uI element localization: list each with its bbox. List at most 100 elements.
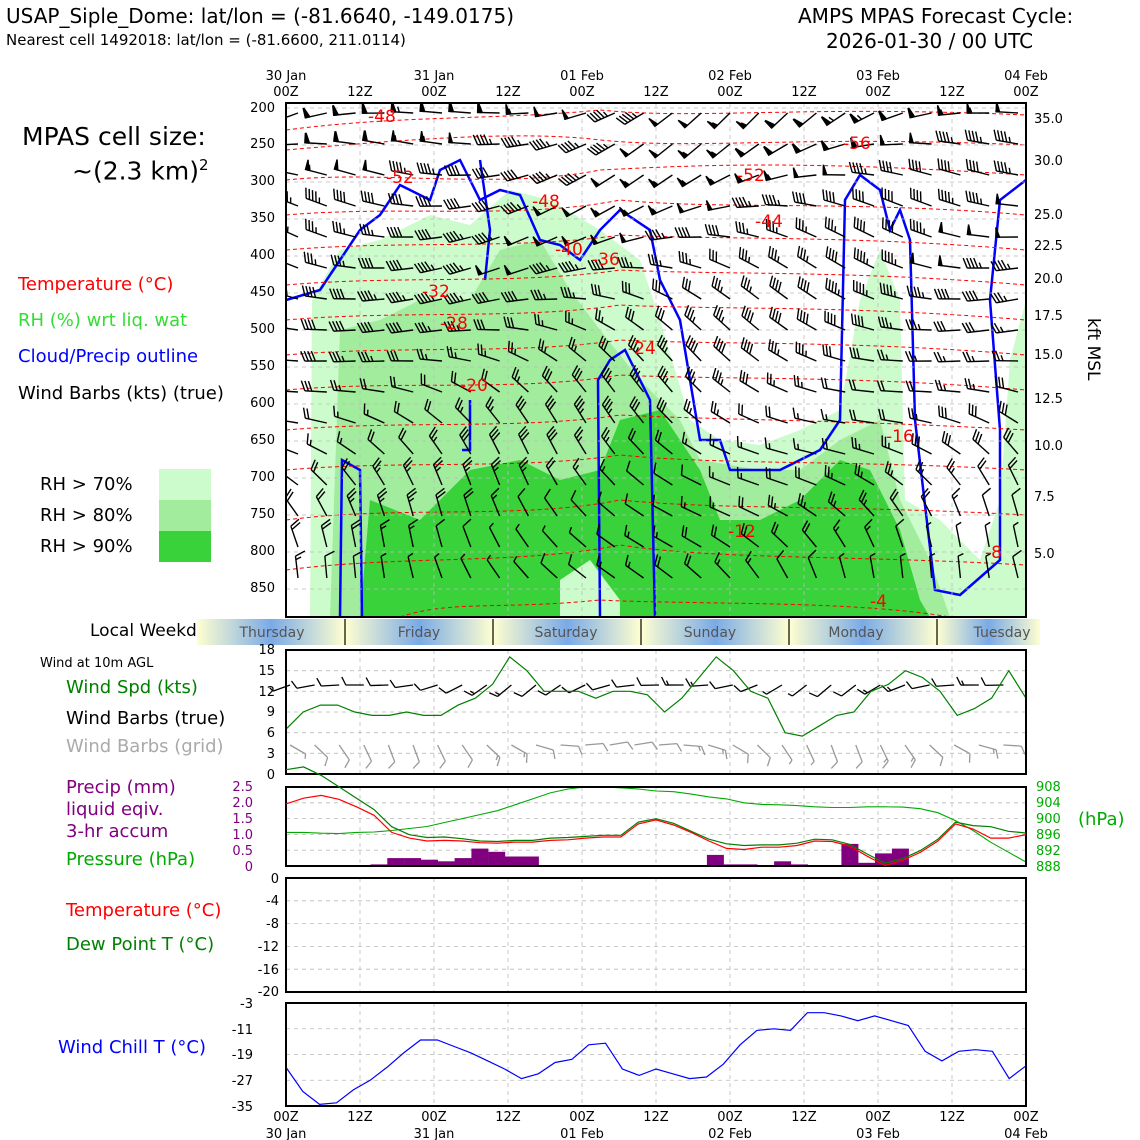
- weekday-sunday: Sunday: [684, 625, 736, 641]
- legend-cloud: Cloud/Precip outline: [18, 346, 199, 367]
- p-tick-800: 800: [250, 544, 275, 559]
- temp-label-m32: -32: [422, 282, 450, 302]
- wind-chill-panel: -3 -11 -19 -27 -35: [232, 997, 1027, 1115]
- precip-bar: [454, 858, 472, 866]
- temp-label-m52a: -52: [386, 168, 414, 188]
- bottom-hour-7: 12Z: [791, 1110, 817, 1125]
- bottom-hour-10: 00Z: [1013, 1110, 1039, 1125]
- bottom-date-2: 31 Jan: [414, 1127, 455, 1140]
- cell-size-line-1: MPAS cell size:: [22, 122, 206, 151]
- temp-ytick-0: 0: [271, 872, 279, 887]
- temp-label-m56: -56: [843, 134, 871, 154]
- weekday-thursday: Thursday: [238, 625, 304, 641]
- temp-label-m36: -36: [592, 250, 620, 270]
- rh-swatch-70: [159, 469, 211, 500]
- kft-tick-17: 17.5: [1034, 309, 1063, 324]
- legend-temperature: Temperature (°C): [18, 274, 174, 295]
- top-hour-4: 00Z: [569, 85, 595, 100]
- wind-barbs-grid: [289, 741, 1026, 769]
- wind-barbs-true-label: Wind Barbs (true): [66, 708, 226, 729]
- bottom-hour-0: 00Z: [273, 1110, 299, 1125]
- p-tick-200: 200: [250, 101, 275, 116]
- weekday-saturday: Saturday: [534, 625, 597, 641]
- kft-axis: 35.0 30.0 25.0 22.5 20.0 17.5 15.0 12.5 …: [1034, 112, 1063, 562]
- bottom-hour-8: 00Z: [865, 1110, 891, 1125]
- bottom-date-10: 04 Feb: [1004, 1127, 1048, 1140]
- precip-bar: [841, 843, 859, 866]
- station-title: USAP_Siple_Dome: lat/lon = (-81.6640, -1…: [6, 4, 514, 28]
- p-tick-300: 300: [250, 174, 275, 189]
- precip-bar: [858, 862, 876, 866]
- temp-label-m52b: -52: [737, 166, 765, 186]
- bottom-time-axis: 00Z 30 Jan 12Z 00Z 31 Jan 12Z 00Z 01 Feb 12Z 00Z 0…: [266, 1110, 1048, 1140]
- top-hour-5: 12Z: [643, 85, 669, 100]
- kft-tick-5: 5.0: [1034, 547, 1055, 562]
- precip-label-2: liquid eqiv.: [66, 799, 164, 820]
- top-date-6: 02 Feb: [708, 69, 752, 84]
- p-tick-250: 250: [250, 137, 275, 152]
- chill-ytick-m19: -19: [232, 1048, 253, 1063]
- nearest-cell: Nearest cell 1492018: lat/lon = (-81.660…: [6, 31, 406, 49]
- top-date-0: 30 Jan: [266, 69, 307, 84]
- p-tick-600: 600: [250, 396, 275, 411]
- p-tick-750: 750: [250, 507, 275, 522]
- top-hour-7: 12Z: [791, 85, 817, 100]
- precip-ytick-25: 2.5: [232, 780, 253, 795]
- precip-bar: [471, 848, 489, 866]
- p-tick-850: 850: [250, 581, 275, 596]
- bottom-date-0: 30 Jan: [266, 1127, 307, 1140]
- wind-ytick-15: 15: [258, 664, 275, 679]
- temp-label-m12: -12: [728, 522, 756, 542]
- temp-ytick-m4: -4: [266, 894, 279, 909]
- top-hour-8: 00Z: [865, 85, 891, 100]
- precip-panel: 0 0.5 1.0 1.5 2.0 2.5 888 892 896 900 90…: [232, 780, 1061, 875]
- chill-ytick-m27: -27: [232, 1074, 253, 1089]
- p-tick-700: 700: [250, 470, 275, 485]
- temp-label-m16: -16: [886, 427, 914, 447]
- top-hour-10: 00Z: [1013, 85, 1039, 100]
- kft-tick-20: 20.0: [1034, 272, 1063, 287]
- dew-label: Dew Point T (°C): [66, 934, 215, 955]
- weekday-bar: Thursday Friday Saturday Sunday Monday T…: [197, 619, 1040, 645]
- model-line-1: AMPS MPAS Forecast Cycle:: [798, 4, 1074, 28]
- cloud-outline: [286, 158, 1026, 617]
- wind-speed-label: Wind Spd (kts): [66, 677, 198, 698]
- wind-ytick-6: 6: [267, 726, 275, 741]
- temp-ytick-m8: -8: [266, 917, 279, 932]
- temperature-contours: [286, 109, 1026, 617]
- legend-rh: RH (%) wrt liq. wat: [18, 310, 188, 331]
- temp-label-m44: -44: [755, 212, 783, 232]
- top-date-4: 01 Feb: [560, 69, 604, 84]
- wind-ytick-12: 12: [258, 685, 275, 700]
- rh-swatch-90: [159, 531, 211, 562]
- wind-ytick-9: 9: [267, 705, 275, 720]
- pres-ytick-892: 892: [1036, 844, 1061, 859]
- p-tick-500: 500: [250, 322, 275, 337]
- p-tick-550: 550: [250, 359, 275, 374]
- wind-panel: 18 15 12 9 6 3 0: [258, 643, 1027, 783]
- cell-size-exponent: 2: [199, 156, 209, 174]
- upper-wind-barbs: [286, 103, 1022, 579]
- pres-ytick-900: 900: [1036, 812, 1061, 827]
- top-hour-0: 00Z: [273, 85, 299, 100]
- temp-label-m20: -20: [460, 376, 488, 396]
- kft-tick-30: 30.0: [1034, 154, 1063, 169]
- temp-label: Temperature (°C): [66, 900, 222, 921]
- bottom-hour-1: 12Z: [347, 1110, 373, 1125]
- wind-ytick-0: 0: [267, 768, 275, 783]
- cell-size-line-2: ~(2.3 km)2: [72, 156, 209, 186]
- temp-ytick-m16: -16: [258, 963, 279, 978]
- bottom-hour-9: 12Z: [939, 1110, 965, 1125]
- temp-ytick-m20: -20: [258, 985, 279, 1000]
- weekday-tuesday: Tuesday: [973, 625, 1031, 641]
- top-date-2: 31 Jan: [414, 69, 455, 84]
- temp-label-m48b: -48: [532, 192, 560, 212]
- chill-ytick-m11: -11: [232, 1023, 253, 1038]
- precip-bar: [505, 856, 522, 866]
- p-tick-400: 400: [250, 248, 275, 263]
- rh-legend-90: RH > 90%: [40, 536, 133, 557]
- top-hour-1: 12Z: [347, 85, 373, 100]
- model-line-2: 2026-01-30 / 00 UTC: [826, 29, 1034, 53]
- chill-ytick-m3: -3: [240, 997, 253, 1012]
